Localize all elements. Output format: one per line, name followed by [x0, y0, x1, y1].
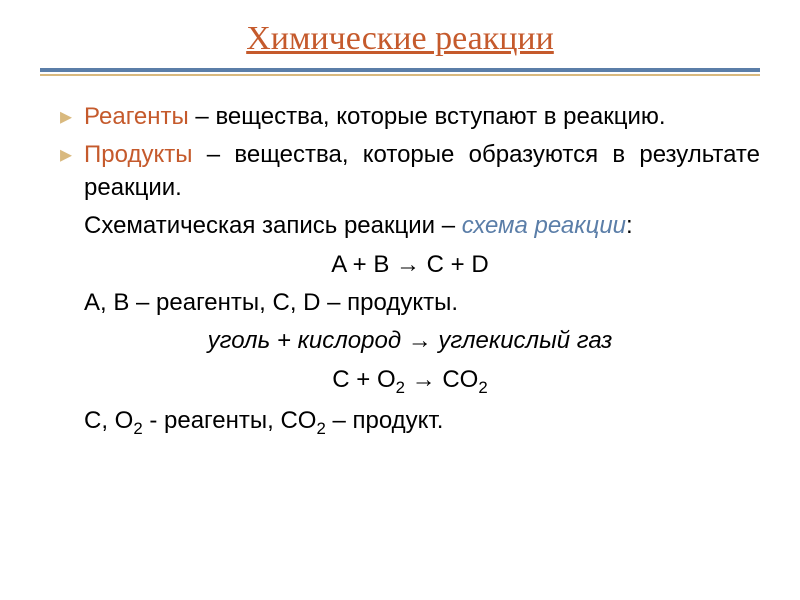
l8-s2: 2 [316, 419, 325, 438]
line-reagents-products: C, O2 - реагенты, CO2 – продукт. [60, 405, 760, 440]
eq2-sub2: 2 [478, 378, 487, 397]
divider-top [40, 68, 760, 72]
l8-p1: C, O [84, 407, 133, 434]
bullet-item-2: ▸ Продукты – вещества, которые образуютс… [60, 139, 760, 204]
eq2-p1: C + O [332, 366, 395, 393]
slide-title: Химические реакции [40, 20, 760, 58]
scheme-prefix: Схематическая запись реакции – [84, 212, 462, 239]
eq2-p2: → CO [405, 366, 478, 393]
line-ab-cd: A, B – реагенты, C, D – продукты. [60, 287, 760, 319]
l8-p3: – продукт. [326, 407, 444, 434]
text-reagents-def: – вещества, которые вступают в реакцию. [189, 103, 666, 130]
bullet-icon: ▸ [60, 101, 72, 133]
equation-general: A + B → C + D [60, 249, 760, 281]
bullet-text-1: Реагенты – вещества, которые вступают в … [84, 101, 760, 133]
divider-bottom [40, 74, 760, 76]
equation-co2: C + O2 → CO2 [60, 364, 760, 399]
eq2-sub1: 2 [396, 378, 405, 397]
content-area: ▸ Реагенты – вещества, которые вступают … [40, 101, 760, 441]
l8-s1: 2 [133, 419, 142, 438]
term-products: Продукты [84, 141, 192, 168]
bullet-icon: ▸ [60, 139, 72, 171]
scheme-suffix: : [626, 212, 633, 239]
scheme-italic: схема реакции [462, 212, 626, 239]
line-scheme-def: Схематическая запись реакции – схема реа… [60, 210, 760, 242]
l8-p2: - реагенты, CO [143, 407, 317, 434]
term-reagents: Реагенты [84, 103, 189, 130]
bullet-item-1: ▸ Реагенты – вещества, которые вступают … [60, 101, 760, 133]
bullet-text-2: Продукты – вещества, которые образуются … [84, 139, 760, 204]
line-coal-oxygen: уголь + кислород → углекислый газ [60, 325, 760, 357]
slide: Химические реакции ▸ Реагенты – вещества… [0, 0, 800, 600]
